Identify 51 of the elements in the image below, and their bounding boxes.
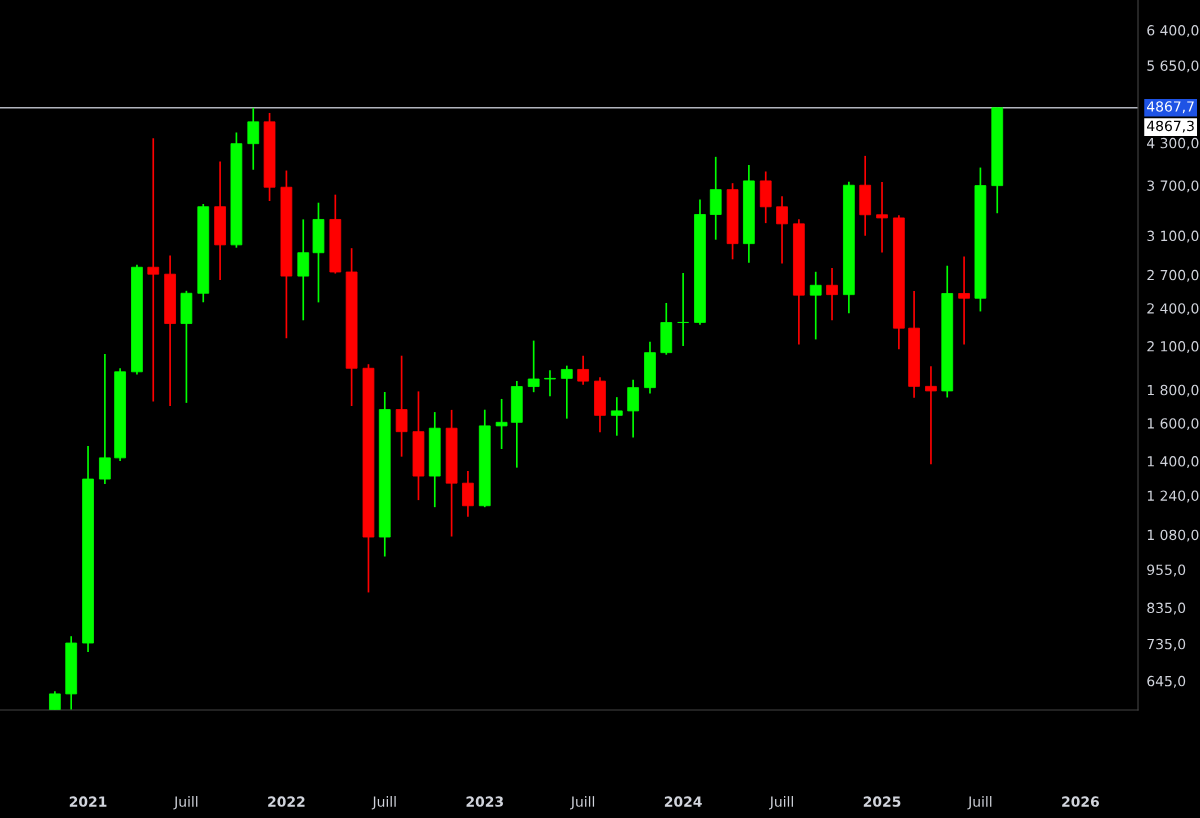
y-tick-label: 3 700,0 [1147,180,1199,193]
candlestick [462,470,474,518]
y-tick-label: 835,0 [1147,602,1186,615]
candlestick [395,354,408,458]
y-tick-label: 6 400,0 [1147,25,1199,37]
text: 4867,3 [1147,120,1194,133]
candlestick [809,270,822,341]
x-tick-label: Juill [570,796,595,810]
x-tick-label: 2025 [863,796,901,807]
candlestick [527,339,540,394]
x-tick-label: Juill [769,796,793,810]
x-tick-label: 2024 [664,796,702,807]
candlestick [247,107,260,171]
y-tick-label: 2 400,0 [1147,303,1199,316]
candlestick [826,267,838,322]
x-tick-label: Juill [371,796,396,810]
y-tick-label: 735,0 [1147,638,1186,651]
candlestick [776,195,788,265]
candlestick [677,272,689,347]
y-tick-label: 955,0 [1147,564,1186,577]
candlestick [147,137,160,403]
candlestick [958,255,970,346]
y-tick-label: 645,0 [1147,675,1186,688]
y-tick-label: 1 800,0 [1147,384,1199,397]
x-tick-label: Juill [967,796,992,810]
candlestick [610,396,623,437]
ref-line-label: 4867,7 [1147,101,1194,114]
y-tick-label: 1 600,0 [1147,418,1199,431]
candlestick [560,364,573,420]
y-tick-label: 4 300,0 [1147,137,1199,150]
candlestick [49,690,61,710]
candlestick [925,365,937,465]
x-tick-label: 2026 [1062,796,1099,807]
candlestick [495,398,508,450]
y-tick-label: 2 100,0 [1147,341,1199,353]
candlestick [544,369,556,398]
candlestick [876,181,888,254]
y-tick-label: 3 100,0 [1147,230,1199,243]
candlestick [99,353,111,485]
y-tick-label: 5 650,0 [1147,60,1199,73]
candlestick [577,355,589,386]
candlestick [627,378,639,439]
x-tick-label: 2023 [466,796,503,807]
x-tick-label: 2022 [268,796,305,807]
y-tick-label: 2 700,0 [1147,269,1199,282]
y-tick-label: 1 240,0 [1147,490,1199,503]
y-tick-label: 1 400,0 [1147,456,1199,468]
candlestick [297,218,310,322]
x-tick-label: Juill [173,796,198,810]
x-tick-label: 2021 [69,796,107,807]
y-tick-label: 1 080,0 [1147,529,1199,542]
